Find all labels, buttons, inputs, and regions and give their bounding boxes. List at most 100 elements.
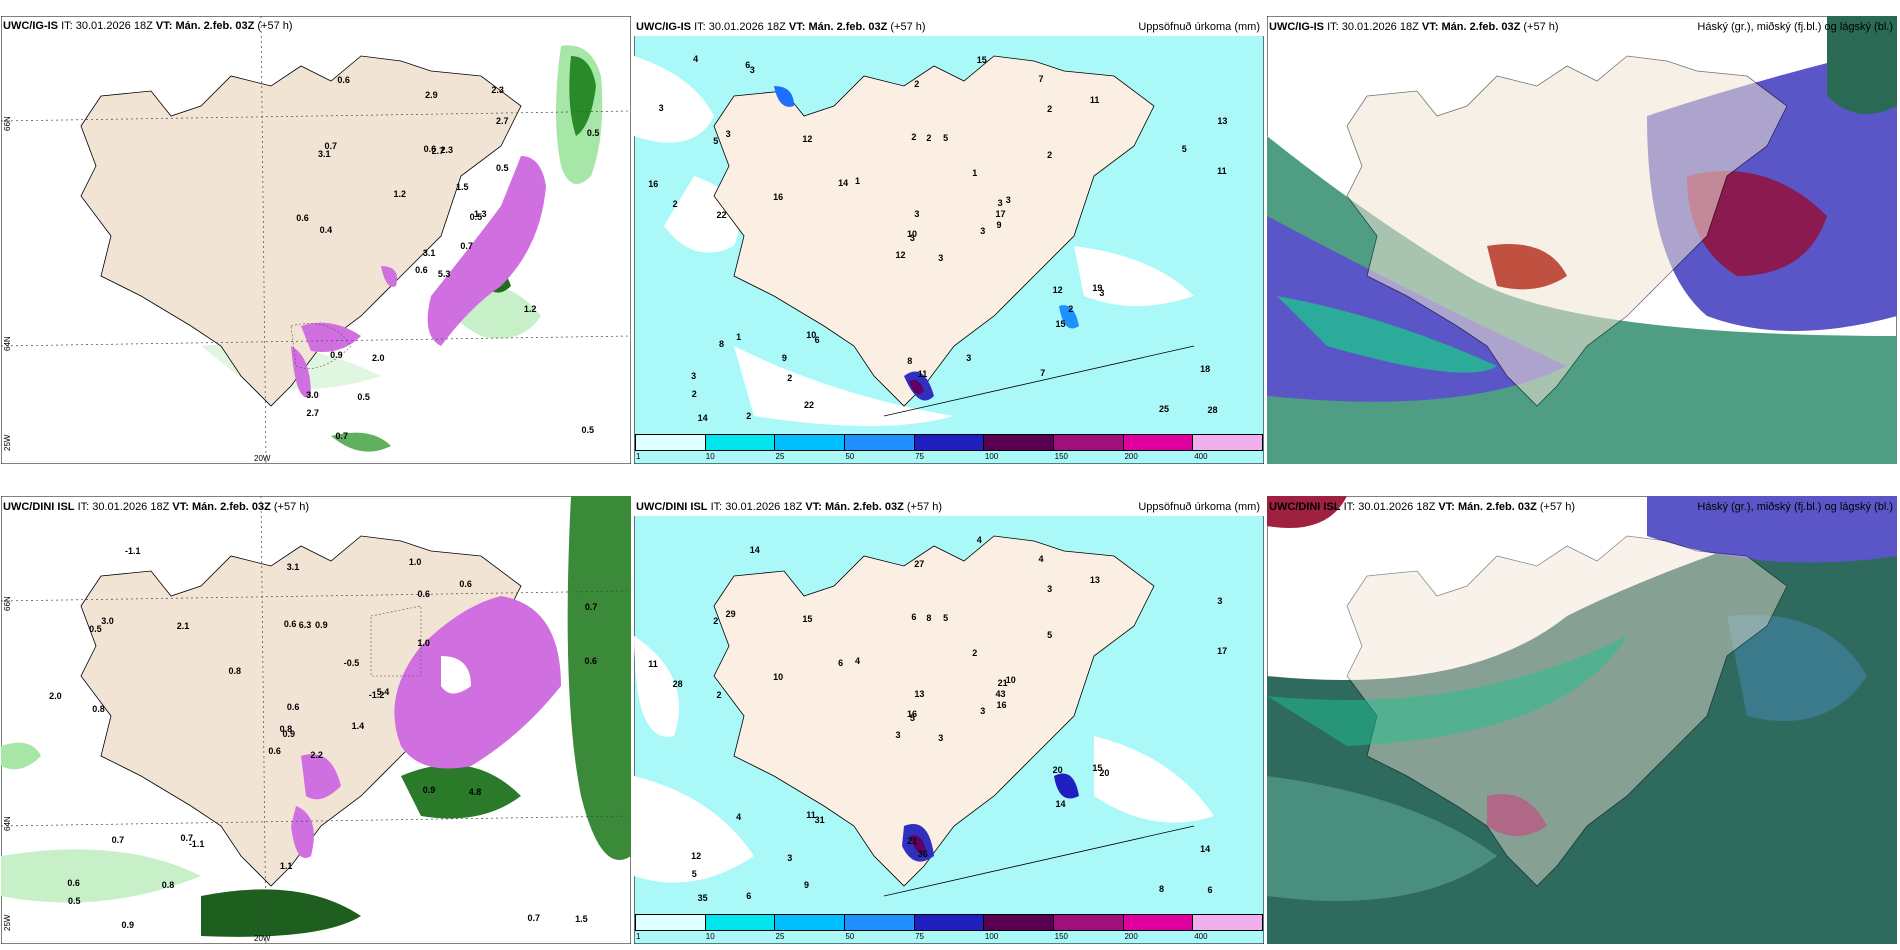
map-value-label: 14	[1200, 844, 1211, 855]
map-value-label: 0.9	[315, 620, 328, 631]
map-value-label: 7	[1038, 74, 1044, 85]
map-value-label: 17	[1217, 646, 1228, 657]
map-value-label: 15	[1092, 762, 1103, 773]
map-value-label: 2.7	[496, 116, 509, 127]
map-value-label: 0.9	[422, 784, 436, 795]
lat-label: 64N	[3, 336, 12, 351]
map-value-label: 7	[1040, 367, 1046, 378]
map-value-label: 2	[972, 648, 978, 659]
map-value-label: 3.0	[101, 615, 114, 626]
map-value-label: 8	[1159, 884, 1165, 895]
map-value-label: 1.4	[351, 720, 365, 731]
map-value-label: 3	[1217, 595, 1223, 606]
map-value-label: 21	[997, 678, 1008, 688]
map-value-label: 28	[1207, 404, 1218, 415]
map-value-label: 2	[926, 133, 932, 144]
map-value-label: 1.5	[456, 181, 469, 192]
panel-wind-snow-ig: UWC/IG-IS IT: 30.01.2026 18Z VT: Mán. 2.…	[1, 16, 631, 464]
colorbar-cell	[636, 915, 706, 930]
map-value-label: 3	[895, 729, 901, 740]
map-value-label: 3	[1099, 287, 1105, 298]
colorbar-cell	[1123, 915, 1194, 930]
map-value-label: 11	[1089, 94, 1100, 105]
map-value-label: -1.1	[124, 546, 141, 557]
map-value-label: 3	[980, 706, 986, 717]
colorbar-label: 75	[915, 452, 925, 461]
map-value-label: 16	[996, 699, 1007, 710]
map-value-label: 28	[672, 678, 683, 689]
map-value-label: 11	[917, 368, 928, 379]
map-value-label: 0.4	[319, 224, 333, 235]
map-value-label: 1.2	[393, 189, 407, 200]
map-value-label: 1.2	[523, 304, 537, 315]
colorbar-label: 200	[1124, 932, 1138, 941]
map-value-label: 2.3	[491, 85, 504, 96]
map-value-label: 2.3	[440, 145, 454, 156]
map-value-label: 3	[966, 353, 972, 364]
map-value-label: 1.0	[408, 556, 422, 567]
map-value-label: 3	[749, 64, 755, 75]
map-value-label: 2	[691, 388, 697, 399]
map-value-label: 12	[802, 133, 813, 144]
lon-label: 20W	[254, 454, 271, 463]
map-value-label: 3	[914, 208, 920, 219]
map-value-label: 2	[746, 410, 752, 421]
map-value-label: 2.0	[372, 352, 385, 363]
map-value-label: 3	[938, 733, 944, 744]
map-value-label: 2.9	[425, 90, 438, 101]
map-value-label: 5	[713, 136, 719, 147]
map-value-label: 25	[1159, 404, 1170, 415]
map-value-label: 3	[658, 103, 664, 114]
map-value-label: 3	[938, 253, 944, 264]
map-value-label: 43	[995, 689, 1006, 700]
map-value-label: -1.1	[188, 838, 205, 849]
map-value-label: 9	[996, 219, 1002, 230]
colorbar-label: 200	[1124, 452, 1138, 461]
map-value-label: 15	[1055, 318, 1066, 329]
colorbar-label: 10	[705, 452, 715, 461]
map-value-label: 0.6	[286, 701, 300, 712]
map-value-label: 0.6	[296, 212, 309, 223]
colorbar-label: 150	[1054, 452, 1069, 461]
map-value-label: 0.9	[330, 349, 343, 360]
map-value-label: 4	[693, 53, 699, 64]
colorbar-label: 75	[915, 932, 925, 941]
map-value-label: 14	[749, 544, 760, 555]
map-value-label: 10	[806, 329, 817, 340]
colorbar-label: 25	[775, 932, 785, 941]
map-value-label: 10	[906, 229, 917, 240]
map-value-label: 36	[917, 848, 928, 859]
colorbar-cell	[705, 435, 776, 450]
map-value-label: 0.8	[92, 703, 105, 714]
map-value-label: 2	[672, 198, 678, 209]
colorbar-cell	[845, 435, 915, 450]
map-value-label: 0.7	[324, 141, 338, 152]
colorbar-label: 1	[636, 932, 641, 941]
map-value-label: 0.5	[495, 162, 509, 173]
map-value-label: 22	[804, 399, 815, 410]
colorbar: 1 10 25 50 75 100 150 200 400	[635, 434, 1263, 462]
map-value-label: 5	[943, 132, 949, 143]
map-value-label: 11	[1217, 166, 1227, 177]
map-value-label: 3	[787, 853, 793, 864]
map-value-label: 12	[895, 249, 906, 260]
map-value-label: 0.6	[423, 144, 437, 155]
map-value-label: 8	[907, 356, 913, 367]
map-value-label: 5	[691, 868, 697, 879]
map-value-label: 20	[1052, 765, 1063, 776]
map-value-label: 2.0	[49, 690, 62, 701]
panel-title: UWC/DINI ISL IT: 30.01.2026 18Z VT: Mán.…	[3, 501, 310, 513]
panel-precip-ig: UWC/IG-IS IT: 30.01.2026 18Z VT: Mán. 2.…	[634, 16, 1264, 464]
map-value-label: 3.1	[286, 562, 300, 573]
map-value-label: 4	[1038, 554, 1044, 565]
map-value-label: 0.6	[417, 589, 430, 600]
colorbar-label: 1	[636, 452, 641, 461]
map-value-label: 12	[691, 851, 702, 862]
map-value-label: 3	[725, 128, 731, 139]
map-value-label: 2.7	[431, 145, 445, 156]
map-value-label: 3.1	[317, 148, 331, 159]
map-value-label: 1.3	[473, 208, 487, 219]
map-area	[1, 16, 631, 464]
colorbar-cell	[984, 435, 1055, 450]
map-value-label: 10	[1005, 674, 1016, 685]
